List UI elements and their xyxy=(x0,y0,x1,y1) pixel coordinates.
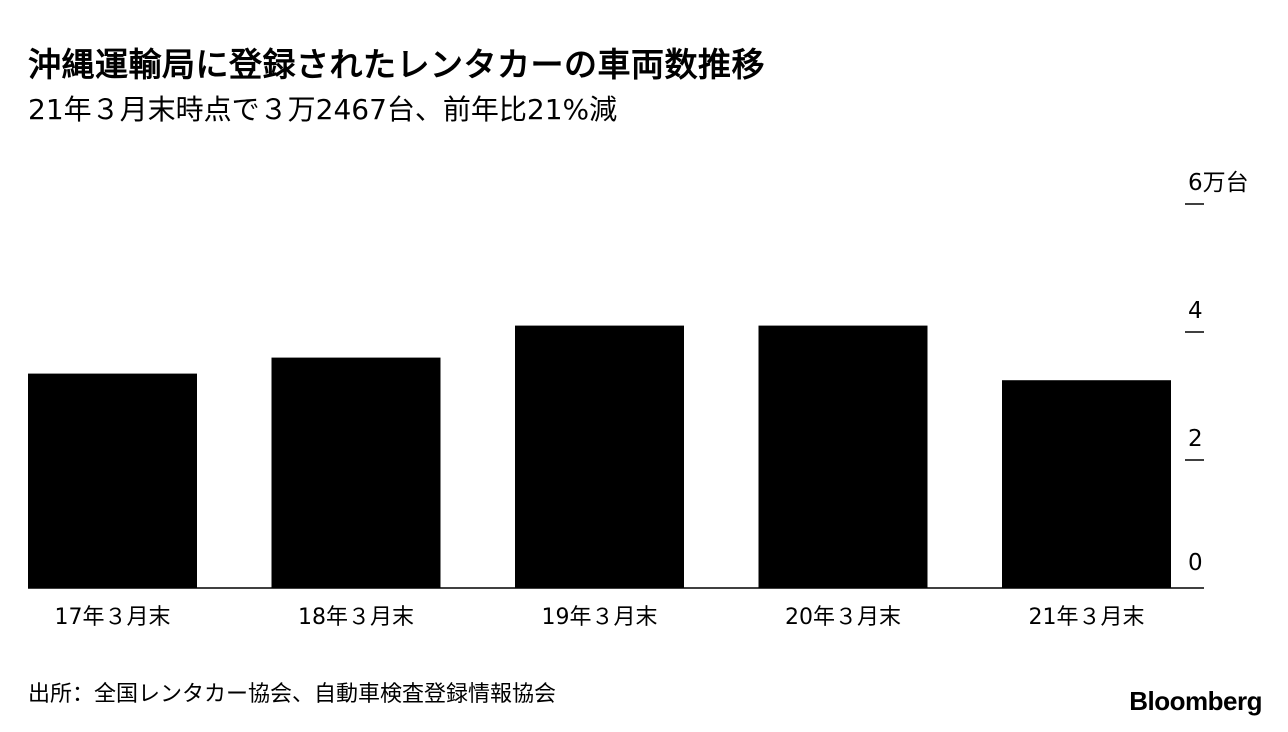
y-tick-label: 0 xyxy=(1188,550,1203,576)
chart-title: 沖縄運輸局に登録されたレンタカーの車両数推移 xyxy=(28,45,765,84)
x-tick-label: 21年３月末 xyxy=(1029,605,1145,630)
x-tick-label: 19年３月末 xyxy=(542,605,658,630)
source-note: 出所：全国レンタカー協会、自動車検査登録情報協会 xyxy=(28,682,557,707)
y-tick-label: 4 xyxy=(1188,298,1203,324)
y-tick-label: 6万台 xyxy=(1188,170,1249,196)
y-tick-label: 2 xyxy=(1188,426,1203,452)
chart-subtitle: 21年３月末時点で３万2467台、前年比21%減 xyxy=(28,93,618,126)
x-tick-label: 17年３月末 xyxy=(55,605,171,630)
x-tick-label: 20年３月末 xyxy=(785,605,901,630)
x-tick-label: 18年３月末 xyxy=(298,605,414,630)
bar xyxy=(28,373,197,588)
bar xyxy=(271,357,441,588)
bar xyxy=(758,325,928,588)
bar xyxy=(515,325,684,588)
bar xyxy=(1002,380,1171,588)
bloomberg-logo: Bloomberg xyxy=(1129,686,1262,716)
